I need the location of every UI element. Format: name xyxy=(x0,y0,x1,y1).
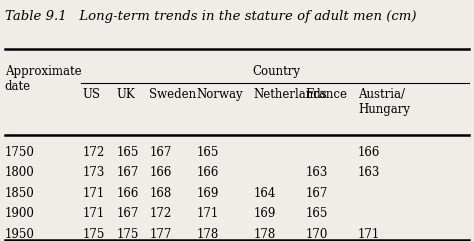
Text: 166: 166 xyxy=(149,166,172,179)
Text: 1950: 1950 xyxy=(5,228,35,241)
Text: 171: 171 xyxy=(83,187,105,200)
Text: 167: 167 xyxy=(306,187,328,200)
Text: 168: 168 xyxy=(149,187,172,200)
Text: 167: 167 xyxy=(116,166,138,179)
Text: 1800: 1800 xyxy=(5,166,35,179)
Text: 165: 165 xyxy=(116,146,138,159)
Text: 1750: 1750 xyxy=(5,146,35,159)
Text: 172: 172 xyxy=(83,146,105,159)
Text: Approximate
date: Approximate date xyxy=(5,65,82,93)
Text: 165: 165 xyxy=(197,146,219,159)
Text: Netherlands: Netherlands xyxy=(254,88,328,101)
Text: UK: UK xyxy=(116,88,135,101)
Text: 178: 178 xyxy=(197,228,219,241)
Text: 175: 175 xyxy=(116,228,138,241)
Text: 1850: 1850 xyxy=(5,187,35,200)
Text: 166: 166 xyxy=(358,146,380,159)
Text: 167: 167 xyxy=(149,146,172,159)
Text: 163: 163 xyxy=(306,166,328,179)
Text: US: US xyxy=(83,88,101,101)
Text: 171: 171 xyxy=(197,207,219,220)
Text: 163: 163 xyxy=(358,166,380,179)
Text: 175: 175 xyxy=(83,228,105,241)
Text: Sweden: Sweden xyxy=(149,88,196,101)
Text: 171: 171 xyxy=(358,228,380,241)
Text: Country: Country xyxy=(252,65,300,78)
Text: 173: 173 xyxy=(83,166,105,179)
Text: Austria/
Hungary: Austria/ Hungary xyxy=(358,88,410,116)
Text: 166: 166 xyxy=(197,166,219,179)
Text: 177: 177 xyxy=(149,228,172,241)
Text: 169: 169 xyxy=(254,207,276,220)
Text: 1900: 1900 xyxy=(5,207,35,220)
Text: Norway: Norway xyxy=(197,88,243,101)
Text: 164: 164 xyxy=(254,187,276,200)
Text: 178: 178 xyxy=(254,228,276,241)
Text: 169: 169 xyxy=(197,187,219,200)
Text: Table 9.1   Long-term trends in the stature of adult men (cm): Table 9.1 Long-term trends in the statur… xyxy=(5,10,416,23)
Text: 172: 172 xyxy=(149,207,172,220)
Text: France: France xyxy=(306,88,348,101)
Text: 170: 170 xyxy=(306,228,328,241)
Text: 165: 165 xyxy=(306,207,328,220)
Text: 171: 171 xyxy=(83,207,105,220)
Text: 166: 166 xyxy=(116,187,138,200)
Text: 167: 167 xyxy=(116,207,138,220)
